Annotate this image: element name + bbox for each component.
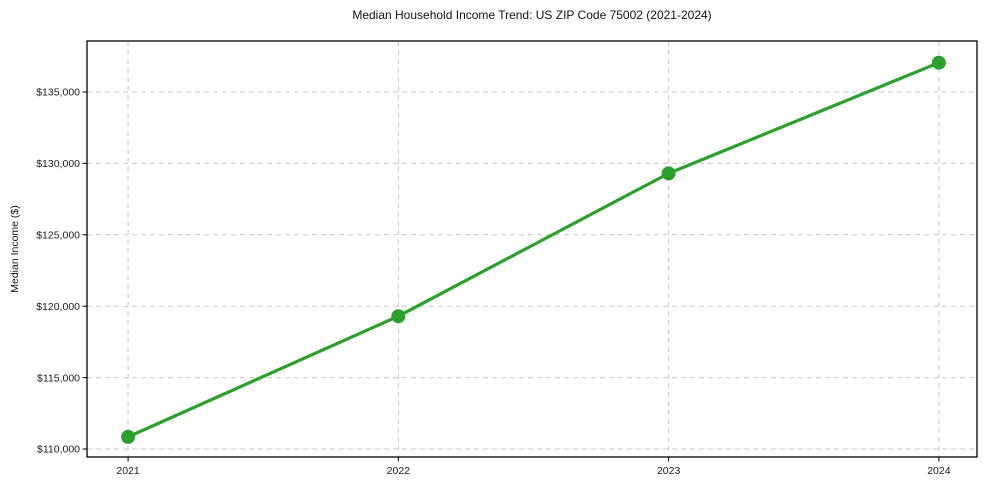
data-point: [391, 309, 406, 324]
x-tick-label: 2022: [387, 465, 411, 477]
y-tick-label: $125,000: [36, 229, 80, 241]
trend-line: [126, 61, 941, 439]
data-point: [121, 429, 136, 444]
x-tick-label: 2024: [927, 465, 951, 477]
y-tick-label: $120,000: [36, 301, 80, 313]
y-tick-label: $115,000: [37, 372, 80, 384]
data-point: [661, 166, 676, 181]
y-tick-label: $135,000: [36, 87, 80, 99]
data-point: [931, 55, 946, 70]
y-axis-label: Median Income ($): [9, 205, 21, 293]
y-tick-label: $110,000: [37, 444, 80, 456]
plot-border: [86, 40, 978, 458]
x-tick-label: 2021: [116, 465, 140, 477]
x-tick-label: 2023: [657, 465, 681, 477]
y-tick-label: $130,000: [36, 158, 80, 170]
chart-title: Median Household Income Trend: US ZIP Co…: [352, 8, 712, 22]
